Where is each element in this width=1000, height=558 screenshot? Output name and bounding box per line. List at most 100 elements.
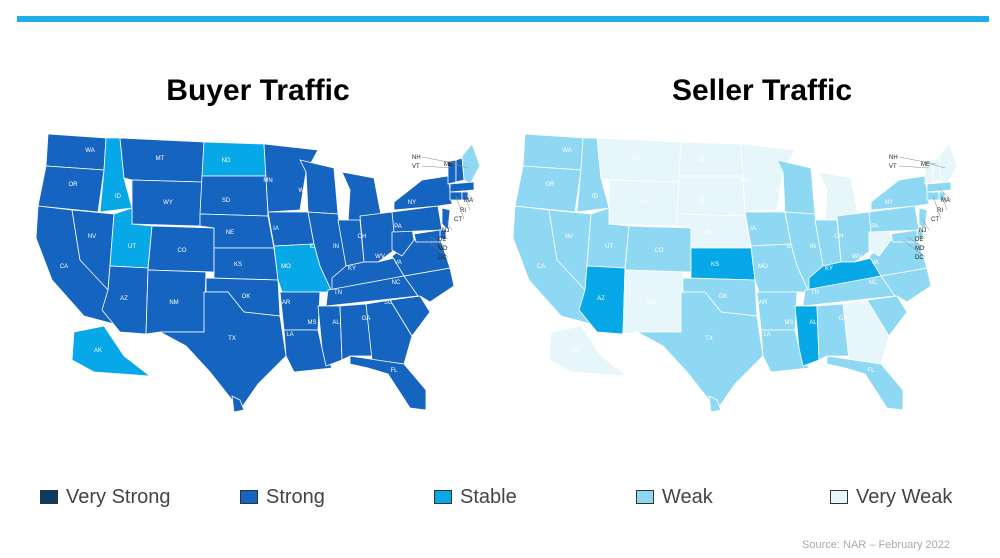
state-la bbox=[760, 329, 810, 373]
state-ms bbox=[317, 305, 343, 367]
state-or bbox=[37, 165, 105, 213]
state-or bbox=[514, 165, 582, 213]
leader-line bbox=[898, 165, 930, 169]
state-label-ut: UT bbox=[128, 244, 136, 250]
state-label-ok: OK bbox=[719, 294, 728, 300]
state-nc bbox=[866, 267, 932, 303]
state-label-sc: SC bbox=[861, 300, 870, 306]
legend-swatch bbox=[636, 490, 654, 504]
state-label-mt: MT bbox=[156, 156, 165, 162]
state-label-id: ID bbox=[115, 194, 122, 200]
source-note: Source: NAR – February 2022 bbox=[802, 539, 950, 551]
state-label-sc: SC bbox=[384, 300, 393, 306]
state-ga bbox=[365, 299, 413, 365]
state-label-co: CO bbox=[655, 248, 664, 254]
state-label-il: IL bbox=[309, 244, 315, 250]
state-label-mt: MT bbox=[633, 156, 642, 162]
state-label-nv: NV bbox=[565, 234, 573, 240]
state-label-nd: ND bbox=[699, 158, 708, 164]
state-label-ga: GA bbox=[839, 316, 848, 322]
state-label-ca: CA bbox=[60, 264, 68, 270]
state-la bbox=[283, 329, 333, 373]
state-label-fl: FL bbox=[867, 368, 875, 374]
external-label-vt: VT bbox=[889, 164, 897, 170]
state-label-pa: PA bbox=[871, 224, 879, 230]
state-al bbox=[816, 303, 850, 361]
state-label-az: AZ bbox=[120, 296, 128, 302]
state-md bbox=[890, 229, 918, 243]
state-nd bbox=[678, 141, 744, 177]
state-label-tx: TX bbox=[705, 336, 713, 342]
external-label-ri: RI bbox=[937, 208, 943, 214]
leader-line bbox=[898, 156, 936, 165]
state-label-tx: TX bbox=[228, 336, 236, 342]
state-tx bbox=[159, 291, 287, 411]
state-label-wa: WA bbox=[562, 148, 571, 154]
state-label-ak: AK bbox=[94, 348, 102, 354]
state-label-ne: NE bbox=[703, 230, 711, 236]
state-oh bbox=[836, 211, 878, 263]
state-label-ut: UT bbox=[605, 244, 613, 250]
legend-item-very-strong: Very Strong bbox=[40, 484, 171, 510]
leader-line bbox=[445, 219, 453, 231]
state-oh bbox=[359, 211, 401, 263]
leader-line bbox=[930, 163, 946, 169]
state-label-wv: WV bbox=[375, 254, 385, 260]
state-ny bbox=[393, 175, 453, 211]
legend-label: Very Weak bbox=[856, 485, 953, 508]
state-sd bbox=[676, 175, 746, 217]
state-label-hi: HI bbox=[195, 394, 201, 400]
external-label-ma: MA bbox=[941, 198, 950, 204]
external-label-ct: CT bbox=[454, 217, 462, 223]
leader-line bbox=[429, 236, 449, 249]
state-nj bbox=[441, 207, 451, 231]
external-label-ma: MA bbox=[464, 198, 473, 204]
state-label-ia: IA bbox=[273, 226, 279, 232]
legend: Very Strong Strong Stable Weak Very Weak bbox=[0, 484, 1000, 510]
external-label-me: ME bbox=[444, 162, 453, 168]
state-label-in: IN bbox=[810, 244, 816, 250]
seller-traffic-title: Seller Traffic bbox=[671, 74, 853, 107]
state-label-id: ID bbox=[592, 194, 599, 200]
state-md bbox=[413, 229, 441, 243]
external-label-vt: VT bbox=[412, 164, 420, 170]
legend-item-strong: Strong bbox=[240, 484, 325, 510]
state-ny bbox=[870, 175, 930, 211]
state-label-ne: NE bbox=[226, 230, 234, 236]
state-label-ks: KS bbox=[711, 262, 719, 268]
legend-label: Strong bbox=[266, 485, 325, 508]
state-label-mn: MN bbox=[263, 178, 272, 184]
external-label-de: DE bbox=[438, 237, 446, 243]
legend-item-stable: Stable bbox=[434, 484, 517, 510]
state-label-pa: PA bbox=[394, 224, 402, 230]
external-label-ri: RI bbox=[460, 208, 466, 214]
state-sd bbox=[199, 175, 269, 217]
state-label-ca: CA bbox=[537, 264, 545, 270]
external-label-md: MD bbox=[915, 246, 925, 252]
leader-line bbox=[932, 195, 942, 220]
state-label-tn: TN bbox=[334, 290, 342, 296]
leader-line bbox=[902, 239, 926, 258]
state-label-oh: OH bbox=[835, 234, 844, 240]
legend-label: Weak bbox=[662, 485, 713, 508]
state-hi bbox=[231, 395, 245, 413]
state-label-il: IL bbox=[786, 244, 792, 250]
external-label-md: MD bbox=[438, 246, 448, 252]
leader-line bbox=[461, 187, 475, 201]
state-label-va: VA bbox=[871, 260, 879, 266]
leader-line bbox=[421, 156, 459, 165]
legend-swatch bbox=[40, 490, 58, 504]
state-label-wi: WI bbox=[775, 188, 783, 194]
state-label-mi: MI bbox=[341, 212, 348, 218]
state-label-or: OR bbox=[69, 182, 79, 188]
state-label-nd: ND bbox=[222, 158, 231, 164]
state-wa bbox=[45, 133, 107, 171]
state-label-nc: NC bbox=[392, 280, 401, 286]
state-label-ks: KS bbox=[234, 262, 242, 268]
legend-item-very-weak: Very Weak bbox=[830, 484, 952, 510]
state-label-al: AL bbox=[809, 320, 817, 326]
leader-line bbox=[455, 195, 465, 220]
state-label-ky: KY bbox=[825, 266, 833, 272]
state-label-va: VA bbox=[394, 260, 402, 266]
state-label-ia: IA bbox=[750, 226, 756, 232]
